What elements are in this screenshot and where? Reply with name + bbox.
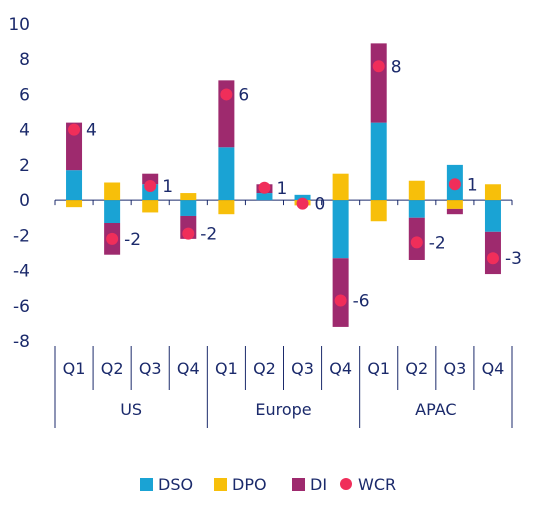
bar-dso (294, 194, 311, 201)
bar-dpo (180, 193, 197, 201)
bar-dso (370, 122, 387, 201)
bar-di (332, 258, 349, 327)
wcr-point (106, 232, 119, 245)
bar-di (370, 43, 387, 123)
wcr-data-label: -2 (124, 230, 141, 250)
x-category-label: Q4 (482, 359, 505, 378)
bar-dpo (104, 182, 121, 201)
x-category-label: Q3 (443, 359, 466, 378)
wcr-point (410, 236, 423, 249)
x-group-label: US (120, 400, 142, 419)
bar-dpo (446, 200, 463, 209)
bar-dpo (218, 200, 235, 215)
bar-di (66, 122, 83, 171)
bar-dpo (66, 200, 83, 208)
y-tick-label: 8 (19, 50, 30, 70)
legend-label-dso: DSO (158, 475, 193, 494)
labels-layer: 4 -2 1 -2 6 1 0 -6 8 -2 1 -3 Q1 Q2 Q3 Q4 Q1 Q2 Q3 Q4 Q1 Q2 Q3 Q… (63, 57, 522, 419)
wcr-point (448, 178, 461, 191)
bar-di (446, 208, 463, 215)
wcr-point (220, 88, 233, 101)
bar-dso (256, 193, 273, 201)
wcr-data-label: 1 (162, 177, 173, 197)
legend-swatch-di (292, 478, 305, 491)
wcr-point (182, 227, 195, 240)
y-tick-label: -6 (13, 297, 30, 317)
y-tick-label: 10 (8, 15, 30, 35)
wcr-data-label: -3 (505, 249, 522, 269)
y-tick-label: -8 (13, 332, 30, 352)
wcr-data-label: 1 (276, 179, 287, 199)
x-category-label: Q1 (215, 359, 238, 378)
y-tick-label: -2 (13, 226, 30, 246)
bar-dpo (332, 173, 349, 201)
legend-label-wcr: WCR (358, 475, 396, 494)
wcr-data-label: -6 (353, 291, 370, 311)
x-category-label: Q1 (63, 359, 86, 378)
bar-dso (332, 200, 349, 259)
wcr-data-label: 4 (86, 121, 97, 141)
x-category-label: Q2 (405, 359, 428, 378)
wcr-data-label: 1 (467, 175, 478, 195)
wcr-data-label: -2 (200, 225, 217, 245)
bar-dpo (484, 184, 501, 201)
x-group-label: Europe (255, 400, 311, 419)
wcr-point (486, 252, 499, 265)
wcr-point (68, 123, 81, 136)
legend-label-di: DI (310, 475, 327, 494)
wcr-data-label: 8 (391, 57, 402, 77)
x-group-label: APAC (415, 400, 456, 419)
bar-dso (484, 200, 501, 232)
bar-dso (408, 200, 425, 218)
y-tick-label: 6 (19, 85, 30, 105)
x-category-label: Q4 (177, 359, 200, 378)
bar-dpo (370, 200, 387, 222)
x-category-label: Q3 (291, 359, 314, 378)
bar-dso (66, 170, 83, 201)
bar-dpo (408, 180, 425, 201)
legend: DSO DPO DI WCR (140, 475, 396, 494)
wcr-point (334, 294, 347, 307)
bar-di (142, 173, 159, 185)
legend-label-dpo: DPO (232, 475, 267, 494)
y-tick-label: 0 (19, 191, 30, 211)
y-tick-label: 2 (19, 156, 30, 176)
points-layer (68, 60, 499, 307)
x-category-label: Q3 (139, 359, 162, 378)
bar-dso (104, 200, 121, 224)
x-category-label: Q1 (367, 359, 390, 378)
legend-swatch-dso (140, 478, 153, 491)
wcr-point (144, 180, 157, 193)
wcr-point (258, 181, 271, 194)
bar-dso (218, 147, 235, 201)
wcr-data-label: -2 (429, 233, 446, 253)
x-category-label: Q4 (329, 359, 352, 378)
wcr-data-label: 6 (238, 85, 249, 105)
bar-dpo (142, 200, 159, 213)
legend-swatch-dpo (214, 478, 227, 491)
x-category-label: Q2 (101, 359, 124, 378)
wcr-data-label: 0 (315, 195, 326, 215)
wcr-point (296, 197, 309, 210)
y-tick-label: 4 (19, 121, 30, 141)
bar-dso (180, 200, 197, 216)
legend-swatch-wcr (340, 478, 352, 490)
y-tick-label: -4 (13, 262, 30, 282)
x-category-label: Q2 (253, 359, 276, 378)
wcr-point (372, 60, 385, 73)
